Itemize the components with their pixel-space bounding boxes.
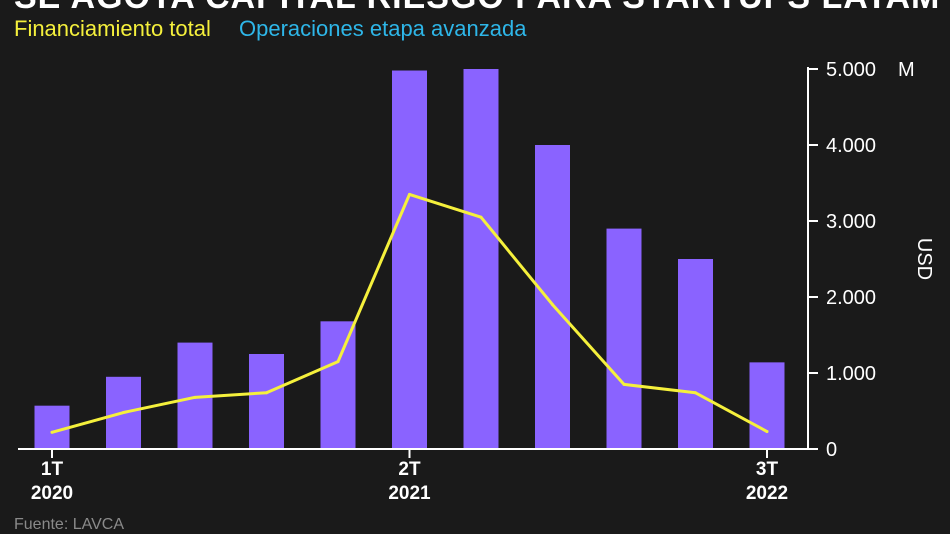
chart-title: SE AGOTA CAPITAL RIESGO PARA STARTUPS LA… [14, 0, 940, 17]
x-tick-label-top: 1T [41, 459, 64, 480]
line-point-5 [408, 192, 411, 196]
x-tick-label-bottom: 2021 [388, 483, 431, 504]
legend: Financiamiento total Operaciones etapa a… [14, 16, 548, 42]
y-tick-label: 3.000 [826, 211, 876, 233]
bar-3 [249, 354, 284, 449]
line-point-0 [50, 430, 54, 434]
y-axis-title: USD [913, 238, 935, 280]
bar-5 [392, 70, 427, 450]
bar-4 [320, 321, 356, 449]
y-unit-label: M [898, 59, 915, 81]
bar-9 [678, 259, 713, 449]
y-tick-label: 1.000 [826, 363, 876, 385]
x-tick-label-bottom: 2020 [31, 483, 73, 504]
bar-10 [749, 362, 785, 449]
legend-item-financiamiento-total: Financiamiento total [14, 16, 211, 41]
line-point-10 [765, 430, 769, 434]
source-note: Fuente: LAVCA [14, 516, 124, 533]
bar-0 [34, 405, 70, 449]
line-point-2 [193, 395, 197, 399]
line-point-3 [265, 391, 268, 395]
x-tick-label-top: 3T [756, 459, 779, 480]
line-point-8 [622, 382, 626, 386]
line-point-4 [336, 360, 340, 364]
x-tick-label-bottom: 2022 [746, 483, 788, 504]
y-tick-label: 5.000 [826, 59, 876, 81]
bar-7 [535, 145, 570, 449]
legend-item-operaciones-etapa-avanzada: Operaciones etapa avanzada [239, 16, 527, 41]
x-tick-label-top: 2T [398, 459, 421, 480]
line-point-9 [694, 391, 697, 395]
y-tick-label: 0 [826, 439, 837, 461]
bar-6 [463, 69, 499, 449]
line-point-1 [122, 411, 125, 415]
y-tick-label: 2.000 [826, 287, 876, 309]
y-tick-label: 4.000 [826, 135, 876, 157]
bar-8 [606, 228, 642, 449]
line-point-7 [551, 303, 554, 307]
line-point-6 [479, 215, 483, 219]
